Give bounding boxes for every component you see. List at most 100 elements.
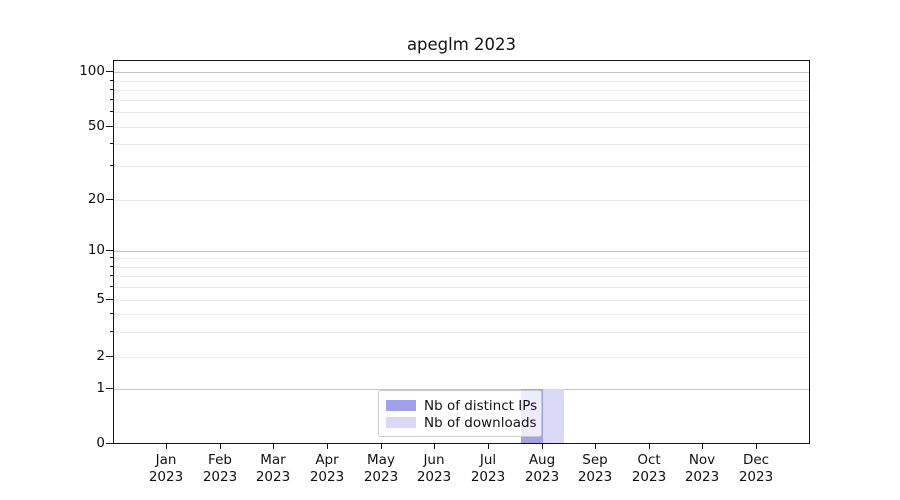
x-tick	[488, 444, 490, 449]
month-label: Jul	[479, 452, 497, 468]
gridline-minor	[114, 81, 809, 82]
y-tick-minor	[109, 99, 113, 101]
gridline-minor	[114, 267, 809, 268]
year-label: 2023	[416, 468, 452, 485]
y-tick-label: 20	[87, 191, 105, 207]
bar-downloads-aug	[542, 389, 564, 443]
year-label: 2023	[309, 468, 345, 485]
y-tick	[106, 250, 113, 252]
gridline-minor	[114, 144, 809, 145]
year-label: 2023	[577, 468, 613, 485]
y-tick-minor	[109, 89, 113, 91]
x-tick	[756, 444, 758, 449]
gridline-minor	[114, 287, 809, 288]
x-tick-label: Apr 2023	[295, 452, 359, 485]
x-tick-label: Jul 2023	[456, 452, 520, 485]
gridline-minor	[114, 314, 809, 315]
month-label: Sep	[582, 452, 608, 468]
y-tick	[106, 442, 113, 444]
x-tick	[273, 444, 275, 449]
month-label: May	[367, 452, 395, 468]
legend-swatch-downloads	[386, 417, 416, 428]
chart-title: apeglm 2023	[406, 35, 517, 54]
year-label: 2023	[738, 468, 774, 485]
y-tick-label: 0	[96, 435, 105, 451]
y-tick-label: 10	[87, 242, 105, 258]
gridline-minor	[114, 112, 809, 113]
legend-swatch-distinct-ips	[386, 400, 416, 411]
y-tick-minor	[109, 286, 113, 288]
gridline-major	[114, 389, 809, 390]
x-tick	[220, 444, 222, 449]
gridline-minor	[114, 258, 809, 259]
x-tick-label: Feb 2023	[188, 452, 252, 485]
y-tick-minor	[109, 257, 113, 259]
x-tick-label: Jan 2023	[134, 452, 198, 485]
x-tick	[327, 444, 329, 449]
x-tick	[702, 444, 704, 449]
y-tick-minor	[109, 331, 113, 333]
y-tick	[106, 388, 113, 390]
y-tick-label: 1	[96, 380, 105, 396]
month-label: Feb	[208, 452, 232, 468]
x-tick	[542, 444, 544, 449]
year-label: 2023	[148, 468, 184, 485]
gridline-minor	[114, 166, 809, 167]
y-tick-label: 2	[96, 348, 105, 364]
month-label: Mar	[260, 452, 286, 468]
y-tick-minor	[109, 143, 113, 145]
y-tick	[106, 70, 113, 72]
y-tick-minor	[109, 313, 113, 315]
y-tick-minor	[109, 165, 113, 167]
legend-item-distinct-ips: Nb of distinct IPs	[386, 397, 541, 414]
gridline-minor	[114, 332, 809, 333]
y-tick-label: 100	[79, 63, 105, 79]
y-tick	[106, 356, 113, 358]
x-tick-label: Aug 2023	[510, 452, 574, 485]
legend-item-downloads: Nb of downloads	[386, 414, 541, 431]
month-label: Dec	[742, 452, 770, 468]
gridline-minor	[114, 127, 809, 128]
year-label: 2023	[631, 468, 667, 485]
y-tick-minor	[109, 266, 113, 268]
x-tick-label: May 2023	[349, 452, 413, 485]
x-tick-label: Jun 2023	[402, 452, 466, 485]
gridline-minor	[114, 300, 809, 301]
plot-area	[113, 60, 810, 444]
year-label: 2023	[524, 468, 560, 485]
x-tick-label: Mar 2023	[241, 452, 305, 485]
y-tick-minor	[109, 80, 113, 82]
gridline-minor	[114, 276, 809, 277]
gridline-minor	[114, 200, 809, 201]
y-tick	[106, 126, 113, 128]
chart-legend: Nb of distinct IPs Nb of downloads	[378, 390, 542, 437]
month-label: Oct	[637, 452, 661, 468]
y-tick	[106, 299, 113, 301]
y-tick-minor	[109, 111, 113, 113]
year-label: 2023	[255, 468, 291, 485]
gridline-minor	[114, 357, 809, 358]
x-tick-label: Nov 2023	[670, 452, 734, 485]
month-label: Jun	[423, 452, 445, 468]
gridline-minor	[114, 90, 809, 91]
y-tick	[106, 199, 113, 201]
y-tick-label: 50	[87, 118, 105, 134]
x-tick	[434, 444, 436, 449]
month-label: Apr	[315, 452, 339, 468]
year-label: 2023	[202, 468, 238, 485]
gridline-major	[114, 71, 809, 73]
x-tick-label: Dec 2023	[724, 452, 788, 485]
gridline-minor	[114, 100, 809, 101]
x-tick-label: Oct 2023	[617, 452, 681, 485]
x-tick-label: Sep 2023	[563, 452, 627, 485]
legend-label: Nb of distinct IPs	[424, 397, 538, 414]
gridline-major	[114, 251, 809, 252]
y-tick-label: 5	[96, 291, 105, 307]
x-tick	[595, 444, 597, 449]
x-tick	[166, 444, 168, 449]
x-tick	[381, 444, 383, 449]
year-label: 2023	[363, 468, 399, 485]
year-label: 2023	[684, 468, 720, 485]
month-label: Jan	[155, 452, 177, 468]
